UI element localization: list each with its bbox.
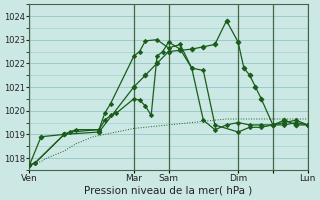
- X-axis label: Pression niveau de la mer( hPa ): Pression niveau de la mer( hPa ): [84, 186, 253, 196]
